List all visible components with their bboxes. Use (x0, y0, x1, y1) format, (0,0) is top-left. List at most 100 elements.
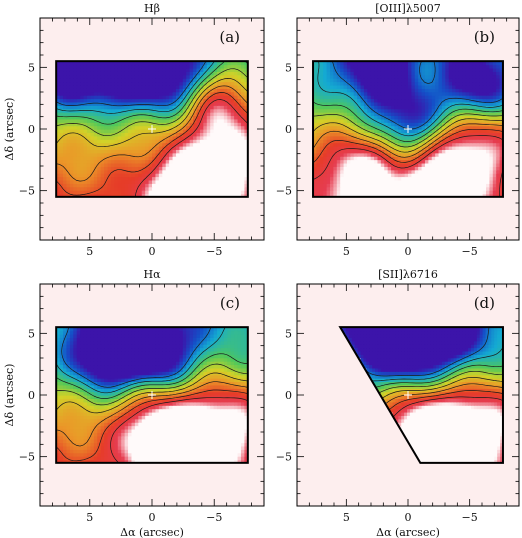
map-cell (496, 173, 501, 178)
map-cell (462, 132, 467, 137)
map-cell (448, 186, 453, 191)
map-cell (128, 452, 133, 457)
map-cell (138, 129, 143, 133)
map-cell (93, 98, 98, 103)
map-cell (90, 135, 95, 140)
map-cell (131, 190, 136, 195)
map-cell (357, 152, 362, 157)
map-cell (69, 442, 74, 447)
map-cell (411, 78, 416, 83)
map-cell (124, 101, 129, 106)
map-cell (220, 67, 225, 72)
map-cell (387, 129, 392, 133)
map-cell (489, 95, 494, 100)
map-cell (128, 81, 133, 86)
map-cell (462, 115, 467, 120)
map-cell (475, 149, 480, 154)
map-cell (244, 186, 248, 191)
map-cell (370, 190, 375, 195)
map-cell (220, 186, 225, 191)
map-cell (496, 61, 501, 66)
map-cell (110, 74, 115, 79)
map-cell (357, 186, 362, 191)
map-cell (414, 84, 419, 89)
map-cell (107, 108, 112, 113)
map-cell (63, 98, 68, 103)
map-cell (428, 122, 433, 127)
map-cell (117, 452, 122, 457)
map-cell (421, 64, 426, 69)
map-cell (172, 91, 177, 96)
map-cell (240, 95, 245, 100)
map-cell (452, 190, 457, 195)
map-cell (350, 74, 355, 79)
map-cell (374, 64, 379, 69)
map-cell (76, 183, 81, 188)
map-cell (323, 152, 328, 157)
map-cell (360, 112, 365, 117)
map-cell (465, 91, 470, 96)
map-cell (107, 105, 112, 110)
map-cell (316, 156, 321, 161)
map-cell (492, 91, 497, 96)
map-cell (100, 190, 105, 195)
map-cell (482, 118, 487, 123)
map-cell (414, 186, 419, 191)
map-cell (196, 190, 201, 195)
map-cell (100, 173, 105, 178)
map-cell (100, 105, 105, 110)
map-cell (199, 186, 204, 191)
map-cell (397, 139, 402, 144)
map-cell (448, 156, 453, 161)
map-cell (360, 71, 365, 76)
map-cell (199, 95, 204, 100)
map-cell (76, 135, 81, 140)
map-cell (441, 91, 446, 96)
map-cell (210, 81, 215, 86)
map-cell (121, 449, 126, 454)
map-cell (458, 71, 463, 76)
map-cell (421, 67, 426, 72)
map-cell (141, 173, 146, 178)
map-cell (220, 452, 225, 457)
map-cell (152, 101, 157, 106)
map-cell (152, 74, 157, 79)
map-cell (66, 169, 71, 174)
map-cell (462, 129, 467, 133)
map-cell (73, 64, 78, 69)
map-cell (203, 74, 208, 79)
map-cell (182, 152, 187, 157)
map-cell (397, 64, 402, 69)
map-cell (223, 456, 228, 461)
map-cell (326, 112, 331, 117)
map-cell (213, 61, 218, 66)
map-cell (384, 81, 389, 86)
map-cell (107, 162, 112, 167)
map-cell (104, 71, 109, 76)
map-cell (152, 193, 157, 197)
map-cell (489, 91, 494, 96)
map-cell (117, 459, 122, 463)
map-cell (374, 74, 379, 79)
map-cell (93, 442, 98, 447)
map-cell (203, 442, 208, 447)
map-cell (486, 190, 490, 195)
map-cell (148, 159, 153, 164)
map-cell (428, 118, 433, 123)
map-cell (152, 169, 157, 174)
map-cell (114, 452, 119, 457)
map-cell (148, 145, 153, 150)
map-cell (158, 442, 163, 447)
map-cell (121, 156, 126, 161)
map-cell (69, 452, 74, 457)
map-cell (367, 125, 372, 130)
map-cell (404, 173, 409, 178)
map-cell (138, 162, 143, 167)
map-cell (56, 179, 61, 184)
map-cell (428, 74, 433, 79)
map-cell (469, 71, 474, 76)
map-cell (424, 193, 429, 197)
map-cell (465, 169, 470, 174)
map-cell (482, 78, 487, 83)
map-cell (182, 449, 187, 454)
